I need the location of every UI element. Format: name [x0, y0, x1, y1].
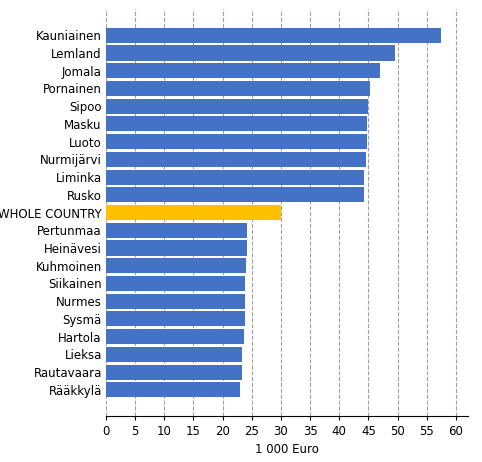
Bar	[106, 152, 366, 167]
Bar	[106, 170, 364, 185]
Bar	[106, 382, 240, 397]
Bar	[106, 187, 364, 202]
Bar	[106, 294, 245, 309]
Bar	[106, 98, 368, 114]
Bar	[106, 223, 247, 238]
Bar	[106, 347, 242, 362]
Bar	[106, 63, 380, 78]
Bar	[106, 311, 245, 327]
X-axis label: 1 000 Euro: 1 000 Euro	[255, 444, 319, 456]
Bar	[106, 365, 242, 380]
Bar	[106, 276, 245, 291]
Bar	[106, 134, 367, 149]
Bar	[106, 329, 243, 344]
Bar	[106, 116, 367, 131]
Bar	[106, 81, 370, 96]
Bar	[106, 258, 246, 273]
Bar	[106, 205, 281, 220]
Bar	[106, 240, 247, 255]
Bar	[106, 28, 442, 43]
Bar	[106, 45, 395, 61]
